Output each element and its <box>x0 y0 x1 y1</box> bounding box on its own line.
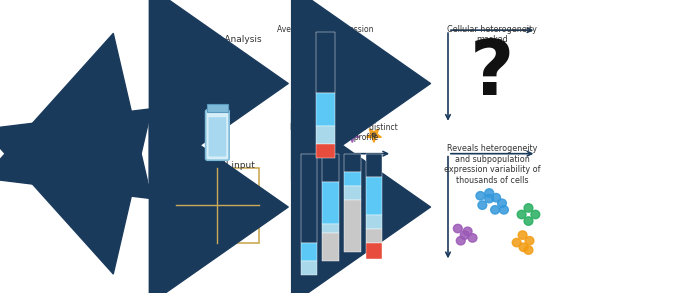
Polygon shape <box>345 129 360 142</box>
Circle shape <box>524 217 533 225</box>
Circle shape <box>62 129 75 141</box>
Bar <box>344 154 360 172</box>
Circle shape <box>69 158 80 168</box>
Circle shape <box>519 243 528 251</box>
Bar <box>301 261 318 275</box>
Circle shape <box>485 189 494 197</box>
Bar <box>322 154 339 182</box>
Polygon shape <box>184 213 210 237</box>
Bar <box>344 186 360 200</box>
Circle shape <box>56 164 68 175</box>
Bar <box>301 154 318 243</box>
Circle shape <box>91 166 104 179</box>
Bar <box>316 144 335 158</box>
Polygon shape <box>323 129 338 142</box>
Bar <box>366 154 382 177</box>
Bar <box>322 233 339 261</box>
Circle shape <box>75 175 84 183</box>
Polygon shape <box>302 129 317 142</box>
Circle shape <box>463 227 472 236</box>
Circle shape <box>491 206 500 214</box>
Polygon shape <box>78 116 112 154</box>
Circle shape <box>328 133 333 137</box>
Circle shape <box>372 133 376 137</box>
Circle shape <box>476 192 485 200</box>
Text: Bulk RNA input: Bulk RNA input <box>184 57 252 66</box>
Bar <box>176 168 258 243</box>
Circle shape <box>460 231 469 239</box>
Circle shape <box>79 145 91 157</box>
Circle shape <box>531 210 540 219</box>
Text: Single-Cell Analysis: Single-Cell Analysis <box>173 35 262 44</box>
Circle shape <box>485 194 494 203</box>
Circle shape <box>235 221 241 227</box>
Circle shape <box>235 183 241 190</box>
Bar <box>316 126 335 144</box>
Circle shape <box>100 136 112 147</box>
Circle shape <box>90 130 100 140</box>
Text: Cellular heterogeneity
masked: Cellular heterogeneity masked <box>447 25 537 44</box>
Circle shape <box>478 201 487 209</box>
Text: Average gene expression
from all cells: Average gene expression from all cells <box>277 25 373 45</box>
Circle shape <box>518 231 527 239</box>
Polygon shape <box>65 162 95 196</box>
Text: Bulk Analysis: Bulk Analysis <box>188 51 248 60</box>
Bar <box>344 172 360 186</box>
Text: Reveals heterogeneity
and subpopulation
expression variability of
thousands of c: Reveals heterogeneity and subpopulation … <box>444 144 541 185</box>
Bar <box>207 104 228 112</box>
Circle shape <box>307 133 311 137</box>
Bar <box>322 182 339 224</box>
Circle shape <box>454 224 462 233</box>
Bar <box>366 229 382 243</box>
Bar <box>301 243 318 261</box>
Polygon shape <box>43 148 82 191</box>
Text: Tissue: Tissue <box>14 137 24 168</box>
Bar <box>344 200 360 252</box>
Circle shape <box>193 183 200 190</box>
Polygon shape <box>56 142 94 184</box>
Circle shape <box>512 239 521 247</box>
Bar <box>316 32 335 93</box>
Bar <box>366 243 382 259</box>
Circle shape <box>492 193 500 202</box>
Circle shape <box>517 210 526 219</box>
Bar <box>366 177 382 214</box>
Circle shape <box>524 246 533 254</box>
Polygon shape <box>225 213 251 237</box>
Polygon shape <box>64 127 106 174</box>
Circle shape <box>500 206 509 214</box>
Polygon shape <box>225 176 251 200</box>
Text: Single-Cell input: Single-Cell input <box>180 161 255 170</box>
Circle shape <box>193 221 200 227</box>
FancyBboxPatch shape <box>205 110 229 160</box>
Circle shape <box>456 236 465 245</box>
Circle shape <box>105 158 114 168</box>
Bar <box>322 224 339 233</box>
Polygon shape <box>85 119 126 164</box>
Circle shape <box>525 236 534 245</box>
Polygon shape <box>184 176 210 200</box>
FancyBboxPatch shape <box>209 117 226 156</box>
Bar <box>316 93 335 126</box>
Circle shape <box>468 234 477 242</box>
Text: Each cell type has a distinct
expression profile: Each cell type has a distinct expression… <box>290 123 398 142</box>
Text: ?: ? <box>470 37 514 111</box>
Bar <box>366 214 382 229</box>
Circle shape <box>524 204 533 212</box>
Polygon shape <box>92 144 126 182</box>
Circle shape <box>350 133 354 137</box>
Polygon shape <box>75 147 120 198</box>
Circle shape <box>498 199 507 207</box>
Polygon shape <box>367 129 381 142</box>
Polygon shape <box>46 111 90 159</box>
